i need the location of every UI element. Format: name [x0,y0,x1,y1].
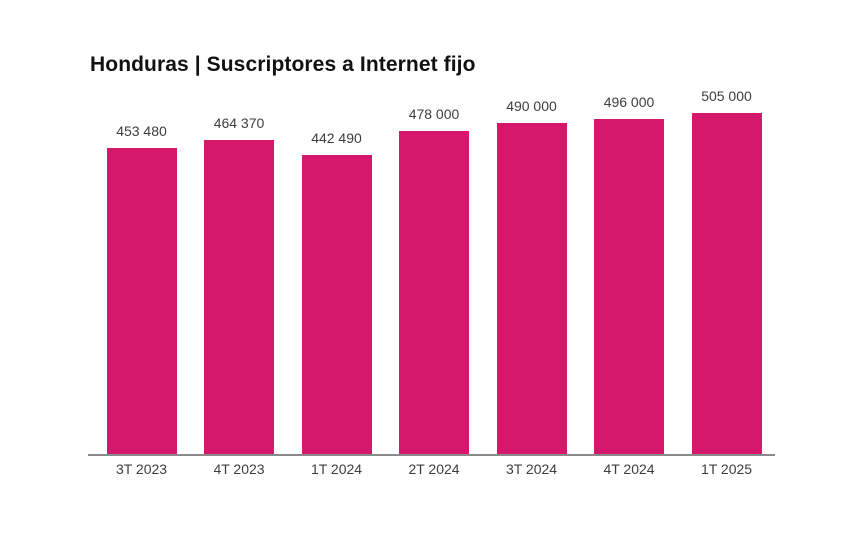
x-axis-tick-label: 4T 2024 [603,461,655,477]
bar-value-label: 442 490 [311,130,362,146]
x-axis-tick-label: 2T 2024 [408,461,460,477]
bar-value-label: 464 370 [213,115,265,131]
bar-value-label: 478 000 [408,106,460,122]
bar [496,123,567,454]
x-axis-tick-label: 3T 2024 [505,461,558,477]
bar [301,155,372,454]
x-axis-line [88,454,775,456]
bar-value-label: 490 000 [506,98,557,114]
bar [691,113,762,454]
bar [594,119,664,454]
x-axis-tick-label: 3T 2023 [115,461,168,477]
bar [204,140,274,454]
x-axis-tick-label: 1T 2025 [700,461,753,477]
bar [106,148,177,454]
x-axis-tick-label: 1T 2024 [310,461,363,477]
bar-value-label: 496 000 [603,94,655,110]
chart-title: Honduras | Suscriptores a Internet fijo [90,53,476,76]
bar [399,131,469,454]
bar-value-label: 453 480 [116,123,167,139]
bar-value-label: 505 000 [701,88,752,104]
x-axis-tick-label: 4T 2023 [213,461,265,477]
